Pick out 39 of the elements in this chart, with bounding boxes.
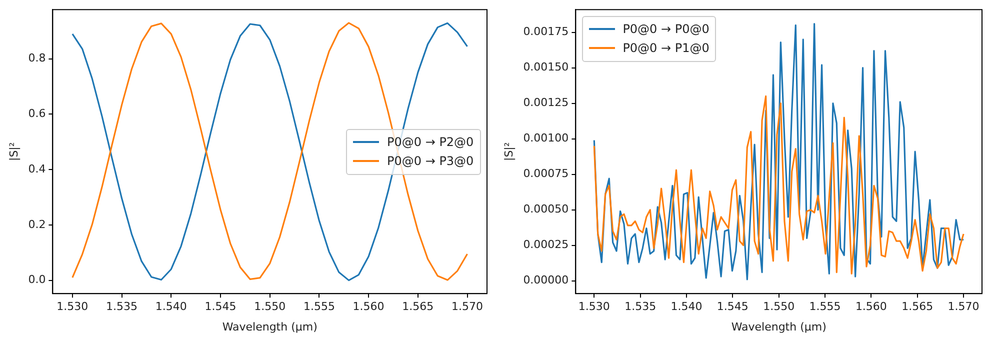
x-tick-label: 1.560	[855, 300, 887, 314]
x-tick-label: 1.565	[402, 300, 434, 314]
x-tick-label: 1.555	[303, 300, 335, 314]
x-axis-title: Wavelength (µm)	[731, 320, 826, 334]
y-tick-label: 0.00075	[523, 167, 569, 180]
x-tick-label: 1.570	[948, 300, 980, 314]
y-tick-label: 0.00025	[523, 238, 569, 252]
y-tick-label: 0.00050	[523, 202, 569, 216]
x-axis-title: Wavelength (µm)	[222, 320, 318, 334]
y-tick-label: 0.00125	[523, 96, 569, 110]
y-tick-label: 0.6	[28, 107, 46, 120]
x-tick-label: 1.540	[155, 300, 187, 314]
y-tick-label: 0.0	[28, 273, 46, 286]
x-tick-label: 1.570	[452, 300, 484, 314]
y-tick-label: 0.00000	[523, 274, 569, 287]
y-tick-label: 0.00175	[523, 25, 569, 38]
x-tick-label: 1.545	[716, 300, 748, 314]
x-tick-label: 1.535	[624, 300, 656, 314]
x-tick-label: 1.535	[106, 300, 138, 314]
legend-label: P0@0 → P2@0	[387, 135, 474, 150]
x-tick-label: 1.560	[352, 300, 384, 314]
y-tick-label: 0.8	[28, 52, 46, 65]
x-tick-label: 1.530	[56, 300, 88, 314]
x-tick-label: 1.555	[809, 300, 841, 314]
legend-label: P0@0 → P3@0	[387, 154, 474, 168]
x-tick-label: 1.545	[204, 300, 236, 314]
x-tick-label: 1.550	[254, 300, 286, 314]
x-tick-label: 1.550	[763, 300, 795, 314]
y-tick-label: 0.00150	[523, 60, 569, 74]
y-tick-label: 0.4	[28, 162, 46, 176]
x-tick-label: 1.540	[670, 300, 702, 314]
x-tick-label: 1.530	[578, 300, 610, 314]
y-tick-label: 0.00100	[523, 132, 569, 145]
y-axis-title: |S|²	[502, 142, 516, 162]
legend-label: P0@0 → P1@0	[622, 41, 710, 56]
legend-label: P0@0 → P0@0	[622, 22, 710, 36]
y-tick-label: 0.2	[28, 218, 46, 231]
y-axis-title: |S|²	[7, 142, 20, 162]
x-tick-label: 1.565	[902, 300, 934, 314]
